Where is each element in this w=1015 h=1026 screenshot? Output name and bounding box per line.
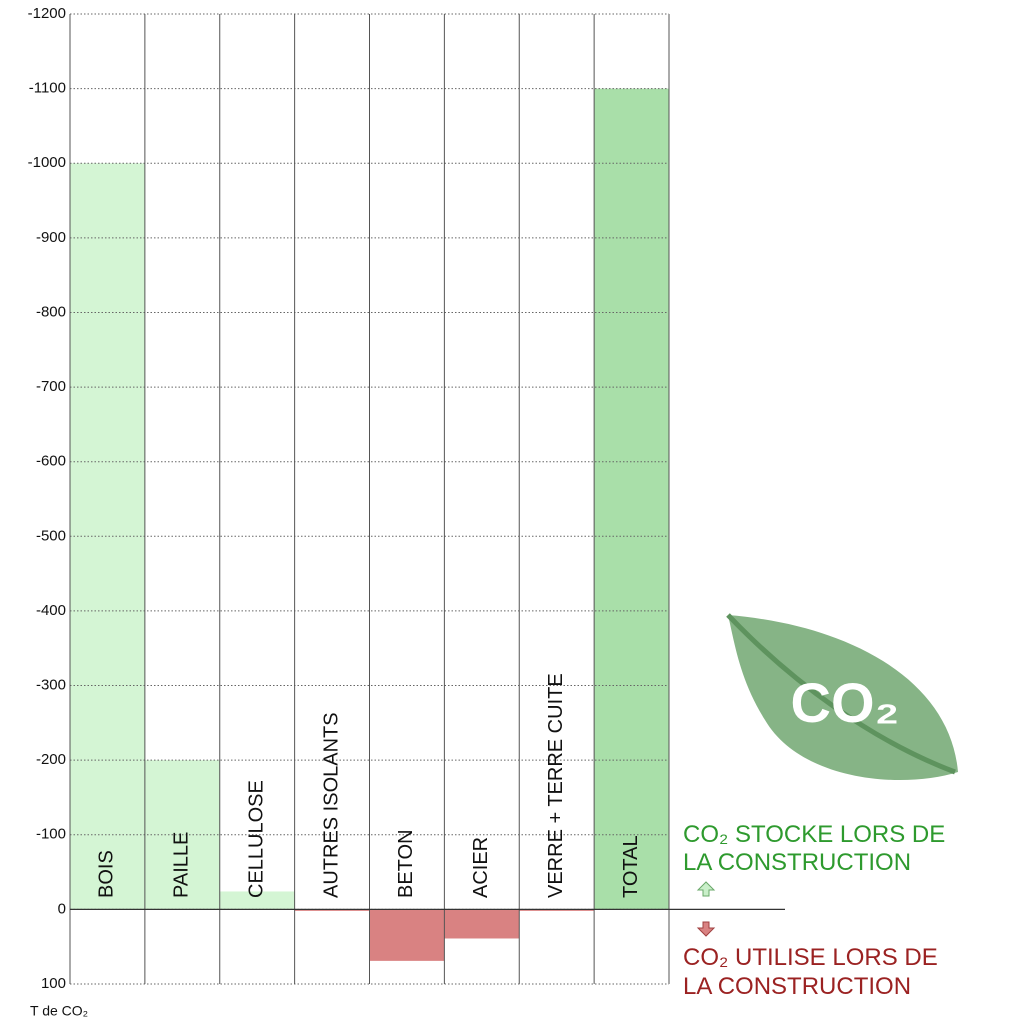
- x-tick-label: TOTAL: [620, 835, 642, 898]
- y-tick-label: -400: [36, 602, 66, 619]
- y-tick-label: -600: [36, 453, 66, 470]
- x-tick-label: BETON: [395, 829, 417, 898]
- x-tick-label: PAILLE: [171, 832, 193, 898]
- y-axis-label: T de CO₂: [30, 1003, 88, 1019]
- bar: [369, 909, 445, 961]
- annotation: LA CONSTRUCTION: [683, 973, 911, 1000]
- y-tick-label: -1000: [28, 154, 66, 171]
- x-tick-label: CELLULOSE: [245, 780, 267, 898]
- up-arrow: [696, 881, 716, 897]
- y-tick-label: -900: [36, 229, 66, 246]
- annotation: CO₂ STOCKE LORS DE: [683, 821, 945, 848]
- bar: [70, 163, 145, 910]
- annotation: CO₂ UTILISE LORS DE: [683, 944, 938, 971]
- leaf-vein: [726, 613, 956, 775]
- y-tick-label: -100: [36, 826, 66, 843]
- co2-leaf-logo: CO₂: [726, 613, 958, 781]
- y-tick-label: -1200: [28, 5, 66, 22]
- y-tick-label: 100: [41, 975, 66, 992]
- bar: [219, 891, 295, 910]
- y-tick-label: -300: [36, 677, 66, 694]
- x-tick-label: AUTRES ISOLANTS: [320, 712, 342, 898]
- x-tick-label: ACIER: [470, 837, 492, 898]
- logo-text: CO₂: [791, 671, 900, 734]
- y-tick-label: 0: [58, 900, 66, 917]
- y-tick-label: -200: [36, 751, 66, 768]
- bar: [519, 909, 595, 911]
- y-tick-label: -700: [36, 378, 66, 395]
- leaf: [728, 615, 958, 781]
- annotation: LA CONSTRUCTION: [683, 849, 911, 876]
- down-arrow: [696, 921, 716, 937]
- bar: [444, 909, 520, 939]
- y-tick-label: -500: [36, 527, 66, 544]
- bar: [594, 88, 669, 910]
- bar: [294, 909, 370, 911]
- x-tick-label: VERRE + TERRE CUITE: [545, 673, 567, 898]
- x-tick-label: BOIS: [96, 850, 118, 898]
- y-tick-label: -800: [36, 303, 66, 320]
- y-tick-label: -1100: [29, 80, 66, 97]
